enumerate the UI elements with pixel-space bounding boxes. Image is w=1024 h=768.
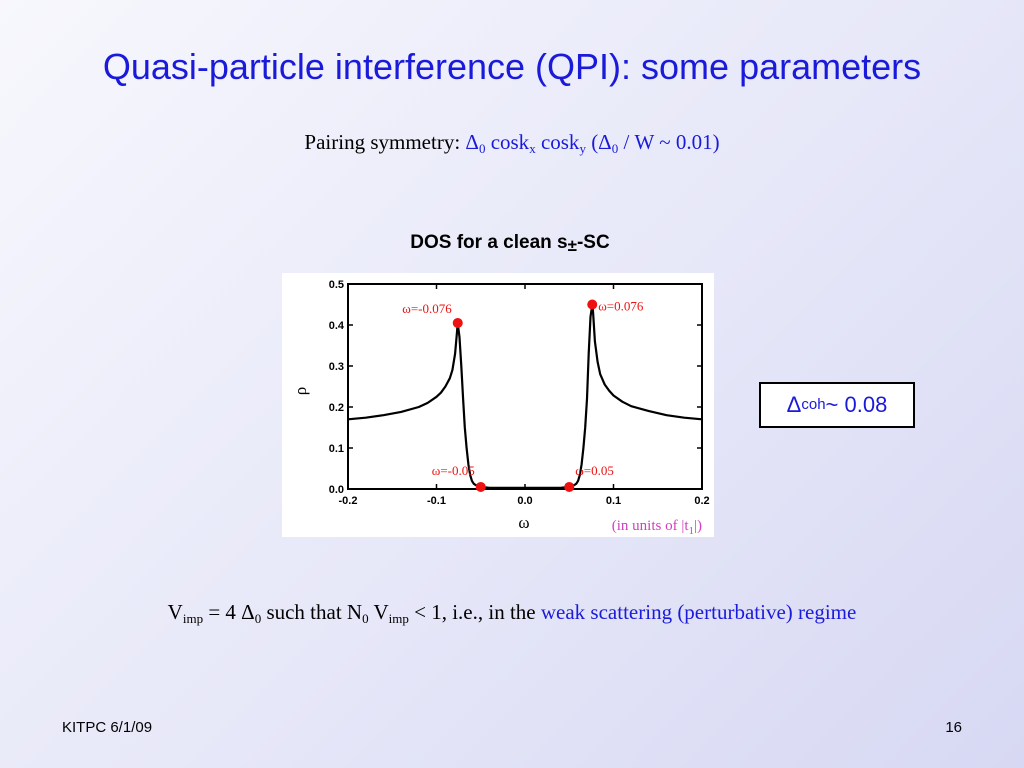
marker-label: ω=0.05 — [575, 463, 614, 478]
vimp-lt: < 1, i.e., in the — [408, 600, 541, 624]
coh-value: ~ 0.08 — [825, 392, 888, 417]
y-tick-label: 0.2 — [329, 402, 344, 414]
x-tick-label: -0.1 — [427, 495, 446, 507]
vimp-delta-sub: 0 — [254, 611, 262, 626]
impurity-potential-line: Vimp = 4 Δ0 such that N0 Vimp < 1, i.e.,… — [0, 600, 1024, 625]
regime-text: weak scattering (perturbative) regime — [540, 600, 857, 624]
dos-chart-svg: -0.2 -0.1 0.0 0.1 0.2 0.0 0.1 0.2 0.3 0.4 0.5 ω=-0.… — [291, 279, 710, 537]
y-tick-label: 0.5 — [329, 279, 344, 291]
ky-subscript: y — [579, 141, 586, 156]
y-tick-label: 0.0 — [329, 484, 344, 496]
vimp-such: such that N — [261, 600, 363, 624]
chart-heading: DOS for a clean s±-SC — [300, 232, 720, 254]
ratio-value: / W ~ 0.01) — [618, 130, 720, 154]
x-tick-label: 0.2 — [694, 495, 709, 507]
slide-title: Quasi-particle interference (QPI): some … — [102, 46, 922, 87]
x-tick-label: 0.0 — [517, 495, 532, 507]
coh-delta: Δ — [786, 392, 802, 417]
chart-heading-pm: ± — [567, 236, 577, 255]
delta-symbol: Δ — [465, 130, 479, 154]
marker-label: ω=0.076 — [598, 299, 644, 314]
y-axis-label: ρ — [291, 387, 310, 395]
dos-curve — [347, 303, 703, 489]
peak-marker — [452, 317, 463, 328]
ratio-open: (Δ — [585, 130, 612, 154]
dos-chart: -0.2 -0.1 0.0 0.1 0.2 0.0 0.1 0.2 0.3 0.4 0.5 ω=-0.… — [282, 273, 714, 537]
units-note: (in units of |t1|) — [612, 518, 702, 537]
vimp-sub: imp — [182, 611, 204, 626]
vimp-v: V — [167, 600, 183, 624]
peak-marker — [475, 481, 486, 492]
vimp-sub2: imp — [388, 611, 409, 626]
pairing-formula: Δ0 coskx cosky (Δ0 / W ~ 0.01) — [465, 130, 720, 156]
x-tick-label: 0.1 — [606, 495, 621, 507]
n0-sub: 0 — [362, 611, 369, 626]
peak-marker — [564, 481, 575, 492]
delta-subscript: 0 — [478, 141, 486, 156]
marker-label: ω=-0.05 — [432, 463, 475, 478]
x-tick-label: -0.2 — [339, 495, 358, 507]
kx-subscript: x — [529, 141, 536, 156]
cos-ky: cosk — [535, 130, 580, 154]
chart-heading-tail: -SC — [576, 232, 610, 253]
cos-kx: cosk — [485, 130, 530, 154]
footer-date: KITPC 6/1/09 — [62, 719, 153, 736]
y-tick-label: 0.1 — [329, 443, 344, 455]
y-tick-label: 0.4 — [329, 320, 345, 332]
ratio-delta-subscript: 0 — [611, 141, 619, 156]
chart-heading-main: DOS for a clean s — [410, 232, 568, 253]
pairing-label: Pairing symmetry: — [304, 130, 466, 154]
vimp-v2: V — [368, 600, 389, 624]
vimp-eq: = 4 Δ — [203, 600, 255, 624]
y-tick-label: 0.3 — [329, 361, 344, 373]
marker-label: ω=-0.076 — [402, 301, 452, 316]
plot-frame — [347, 283, 703, 490]
peak-marker — [587, 299, 598, 310]
x-axis-label: ω — [518, 513, 529, 532]
page-number: 16 — [945, 719, 962, 736]
pairing-symmetry-line: Pairing symmetry: Δ0 coskx cosky (Δ0 / W… — [0, 130, 1024, 155]
